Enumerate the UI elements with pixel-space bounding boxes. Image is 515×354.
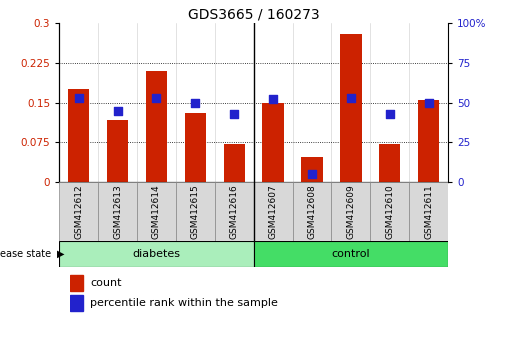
Point: [75, 95, 83, 101]
Bar: [176, 182, 215, 241]
Text: GSM412610: GSM412610: [385, 184, 394, 239]
Point: [230, 111, 238, 116]
Point: [386, 111, 394, 116]
Text: GSM412608: GSM412608: [307, 184, 316, 239]
Text: GSM412614: GSM412614: [152, 184, 161, 239]
Text: GSM412612: GSM412612: [74, 184, 83, 239]
Bar: [137, 182, 176, 241]
Bar: [107, 120, 128, 182]
Bar: [262, 103, 284, 182]
Text: control: control: [332, 249, 370, 259]
Text: count: count: [90, 278, 122, 288]
Bar: [224, 144, 245, 182]
Bar: [59, 241, 253, 267]
Point: [308, 172, 316, 177]
Bar: [70, 275, 83, 291]
Bar: [253, 241, 448, 267]
Bar: [146, 71, 167, 182]
Bar: [340, 34, 362, 182]
Bar: [98, 182, 137, 241]
Bar: [59, 182, 98, 241]
Bar: [68, 89, 90, 182]
Point: [191, 100, 199, 105]
Point: [347, 95, 355, 101]
Bar: [332, 182, 370, 241]
Bar: [293, 182, 332, 241]
Bar: [379, 144, 401, 182]
Text: GSM412607: GSM412607: [269, 184, 278, 239]
Point: [113, 108, 122, 113]
Bar: [409, 182, 448, 241]
Point: [424, 100, 433, 105]
Bar: [301, 157, 323, 182]
Bar: [370, 182, 409, 241]
Text: GSM412609: GSM412609: [347, 184, 355, 239]
Text: GSM412611: GSM412611: [424, 184, 433, 239]
Bar: [253, 182, 293, 241]
Text: disease state: disease state: [0, 249, 54, 259]
Bar: [70, 295, 83, 311]
Point: [152, 95, 161, 101]
Point: [269, 97, 277, 102]
Text: percentile rank within the sample: percentile rank within the sample: [90, 298, 278, 308]
Bar: [215, 182, 253, 241]
Title: GDS3665 / 160273: GDS3665 / 160273: [188, 8, 319, 22]
Bar: [184, 113, 206, 182]
Text: GSM412616: GSM412616: [230, 184, 238, 239]
Text: diabetes: diabetes: [132, 249, 180, 259]
Bar: [418, 100, 439, 182]
Text: GSM412613: GSM412613: [113, 184, 122, 239]
Text: GSM412615: GSM412615: [191, 184, 200, 239]
Text: ▶: ▶: [57, 249, 64, 259]
